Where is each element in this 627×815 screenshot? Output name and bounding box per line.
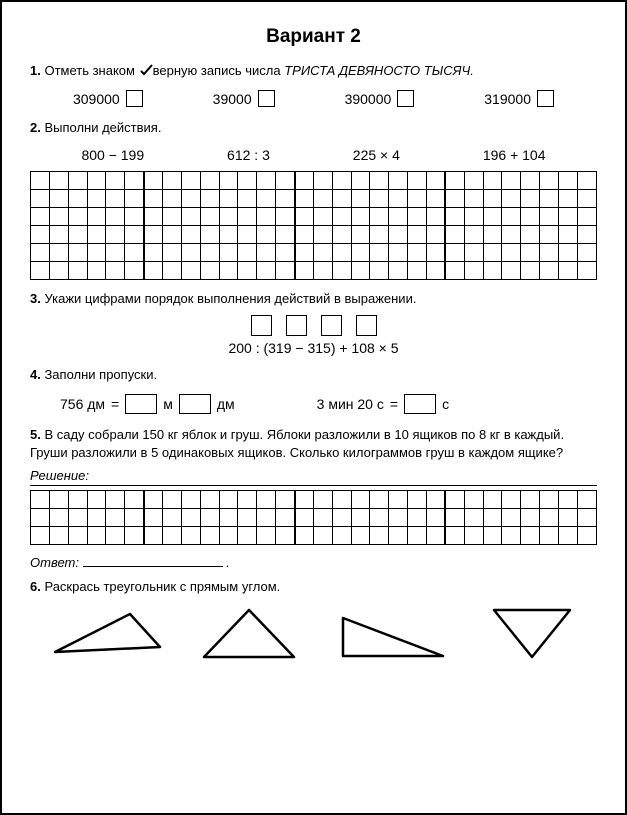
task-4: 4. Заполни пропуски. bbox=[30, 366, 597, 384]
triangle-shape[interactable] bbox=[194, 602, 304, 662]
triangle-shape[interactable] bbox=[333, 602, 453, 662]
task-6: 6. Раскрась треугольник с прямым углом. bbox=[30, 578, 597, 596]
q5-grid[interactable] bbox=[30, 490, 597, 545]
period: . bbox=[226, 555, 230, 570]
q4-right-value: 3 мин 20 с bbox=[317, 396, 384, 412]
task-1-prefix: Отметь знаком bbox=[41, 63, 139, 78]
triangles-row bbox=[30, 602, 597, 662]
task-1: 1. Отметь знаком верную запись числа ТРИ… bbox=[30, 62, 597, 82]
q2-expr: 225 × 4 bbox=[353, 147, 400, 163]
task-1-italic: ТРИСТА ДЕВЯНОСТО ТЫСЯЧ. bbox=[284, 63, 474, 78]
fill-box[interactable] bbox=[404, 394, 436, 414]
q1-options: 309000 39000 390000 319000 bbox=[30, 90, 597, 107]
task-3: 3. Укажи цифрами порядок выполнения дейс… bbox=[30, 290, 597, 308]
q2-expr: 196 + 104 bbox=[483, 147, 546, 163]
task-5-text: В саду собрали 150 кг яблок и груш. Ябло… bbox=[30, 427, 564, 460]
checkbox[interactable] bbox=[126, 90, 143, 107]
q3-expression: 200 : (319 − 315) + 108 × 5 bbox=[30, 340, 597, 356]
equals: = bbox=[111, 396, 119, 412]
fill-box[interactable] bbox=[125, 394, 157, 414]
q2-expr: 800 − 199 bbox=[81, 147, 144, 163]
answer-label: Ответ: bbox=[30, 555, 79, 570]
equals: = bbox=[390, 396, 398, 412]
order-box[interactable] bbox=[251, 315, 272, 336]
fill-box[interactable] bbox=[179, 394, 211, 414]
q1-opt-label: 39000 bbox=[213, 91, 252, 107]
checkmark-icon bbox=[139, 63, 153, 82]
q4-left-value: 756 дм bbox=[60, 396, 105, 412]
task-2: 2. Выполни действия. bbox=[30, 119, 597, 137]
q4-left-unit1: м bbox=[163, 396, 173, 412]
checkbox[interactable] bbox=[537, 90, 554, 107]
q2-expr: 612 : 3 bbox=[227, 147, 270, 163]
task-4-text: Заполни пропуски. bbox=[41, 367, 157, 382]
q4-left-unit2: дм bbox=[217, 396, 235, 412]
q1-opt-label: 390000 bbox=[345, 91, 392, 107]
q1-opt-label: 319000 bbox=[484, 91, 531, 107]
answer-line[interactable] bbox=[83, 555, 223, 567]
q1-option: 39000 bbox=[213, 90, 275, 107]
task-6-num: 6. bbox=[30, 579, 41, 594]
task-4-num: 4. bbox=[30, 367, 41, 382]
triangle-shape[interactable] bbox=[45, 602, 165, 662]
solution-label: Решение: bbox=[30, 468, 597, 486]
task-5-num: 5. bbox=[30, 427, 41, 442]
task-2-text: Выполни действия. bbox=[41, 120, 162, 135]
worksheet-page: Вариант 2 1. Отметь знаком верную запись… bbox=[0, 0, 627, 815]
order-box[interactable] bbox=[321, 315, 342, 336]
task-1-suffix: верную запись числа bbox=[153, 63, 285, 78]
task-5: 5. В саду собрали 150 кг яблок и груш. Я… bbox=[30, 426, 597, 462]
q3-boxes bbox=[30, 315, 597, 336]
page-title: Вариант 2 bbox=[30, 26, 597, 48]
q4-row: 756 дм = м дм 3 мин 20 с = с bbox=[30, 394, 597, 414]
q1-opt-label: 309000 bbox=[73, 91, 120, 107]
q4-right-unit: с bbox=[442, 396, 449, 412]
q2-expressions: 800 − 199 612 : 3 225 × 4 196 + 104 bbox=[30, 147, 597, 163]
triangle-shape[interactable] bbox=[482, 602, 582, 662]
order-box[interactable] bbox=[286, 315, 307, 336]
q2-grid[interactable] bbox=[30, 171, 597, 280]
checkbox[interactable] bbox=[258, 90, 275, 107]
q1-option: 390000 bbox=[345, 90, 415, 107]
q1-option: 319000 bbox=[484, 90, 554, 107]
task-1-num: 1. bbox=[30, 63, 41, 78]
task-2-num: 2. bbox=[30, 120, 41, 135]
task-3-text: Укажи цифрами порядок выполнения действи… bbox=[41, 291, 417, 306]
task-3-num: 3. bbox=[30, 291, 41, 306]
order-box[interactable] bbox=[356, 315, 377, 336]
answer-row: Ответ: . bbox=[30, 555, 597, 570]
checkbox[interactable] bbox=[397, 90, 414, 107]
task-6-text: Раскрась треугольник с прямым углом. bbox=[41, 579, 280, 594]
q1-option: 309000 bbox=[73, 90, 143, 107]
